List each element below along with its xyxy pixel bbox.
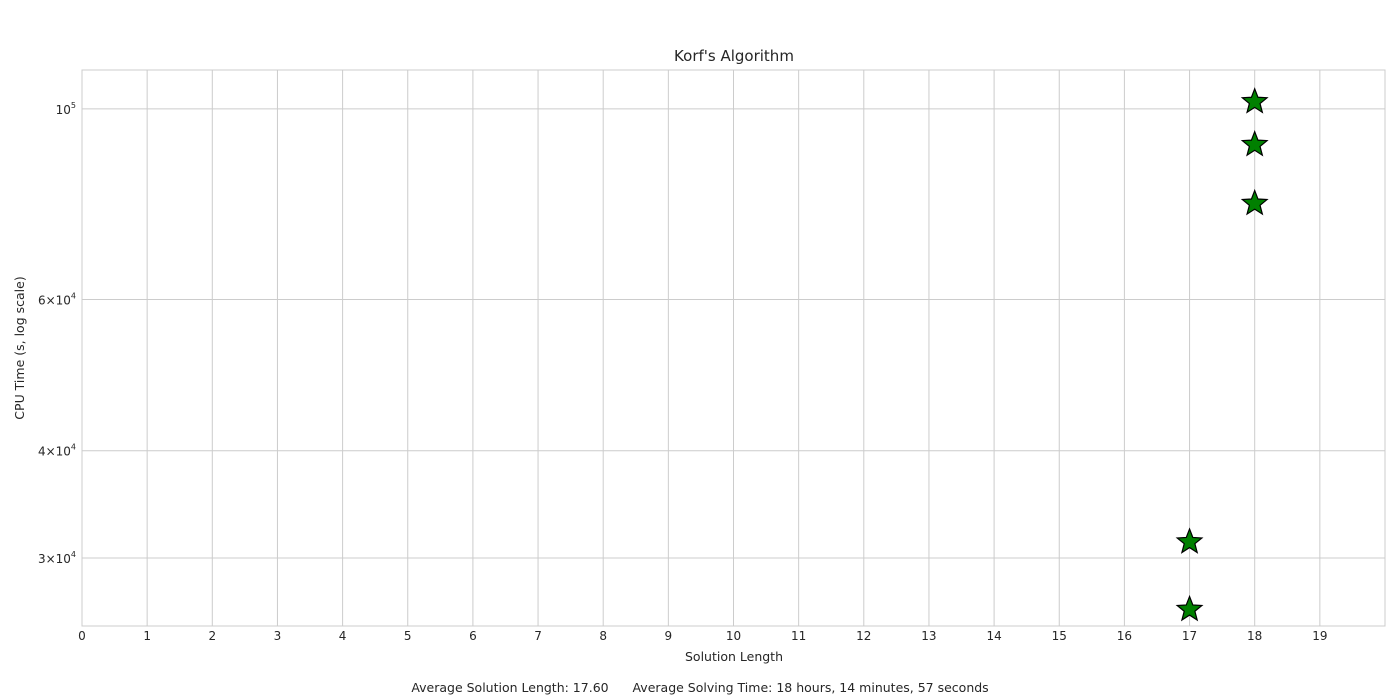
x-tick-label: 13 (921, 629, 936, 643)
x-tick-label: 0 (78, 629, 86, 643)
average-solving-time: Average Solving Time: 18 hours, 14 minut… (632, 680, 988, 695)
average-solution-length: Average Solution Length: 17.60 (411, 680, 608, 695)
y-axis-ticks: 3×104 4×104 6×104 105 (38, 101, 76, 566)
data-points (1175, 87, 1269, 622)
x-tick-label: 14 (986, 629, 1001, 643)
star-marker (1175, 594, 1204, 622)
x-tick-label: 2 (208, 629, 216, 643)
grid (81, 70, 1385, 626)
x-tick-label: 11 (791, 629, 806, 643)
x-tick-label: 9 (665, 629, 673, 643)
x-tick-label: 19 (1312, 629, 1327, 643)
x-tick-label: 15 (1052, 629, 1067, 643)
x-tick-label: 12 (856, 629, 871, 643)
x-axis-label: Solution Length (685, 649, 783, 664)
footer-spacer (613, 680, 629, 695)
x-axis-ticks: 0 1 2 3 4 5 6 7 8 9 10 11 12 13 14 15 16 17 18 19 (78, 629, 1327, 643)
y-tick-label: 4×104 (38, 443, 76, 459)
x-tick-label: 6 (469, 629, 477, 643)
x-tick-label: 5 (404, 629, 412, 643)
y-axis-label: CPU Time (s, log scale) (12, 276, 27, 419)
y-tick-label: 6×104 (38, 291, 76, 307)
star-marker (1240, 188, 1269, 216)
x-tick-label: 18 (1247, 629, 1262, 643)
x-tick-label: 8 (599, 629, 607, 643)
x-tick-label: 4 (339, 629, 347, 643)
star-marker (1175, 527, 1204, 554)
x-tick-label: 16 (1117, 629, 1132, 643)
x-tick-label: 3 (274, 629, 282, 643)
x-tick-label: 7 (534, 629, 542, 643)
footer-summary: Average Solution Length: 17.60 Average S… (411, 680, 988, 695)
x-tick-label: 10 (726, 629, 741, 643)
y-tick-label: 105 (56, 101, 76, 117)
x-tick-label: 17 (1182, 629, 1197, 643)
y-tick-label: 3×104 (38, 550, 76, 566)
star-marker (1240, 87, 1269, 114)
star-marker (1240, 130, 1269, 157)
x-tick-label: 1 (143, 629, 151, 643)
chart-title: Korf's Algorithm (674, 47, 794, 65)
